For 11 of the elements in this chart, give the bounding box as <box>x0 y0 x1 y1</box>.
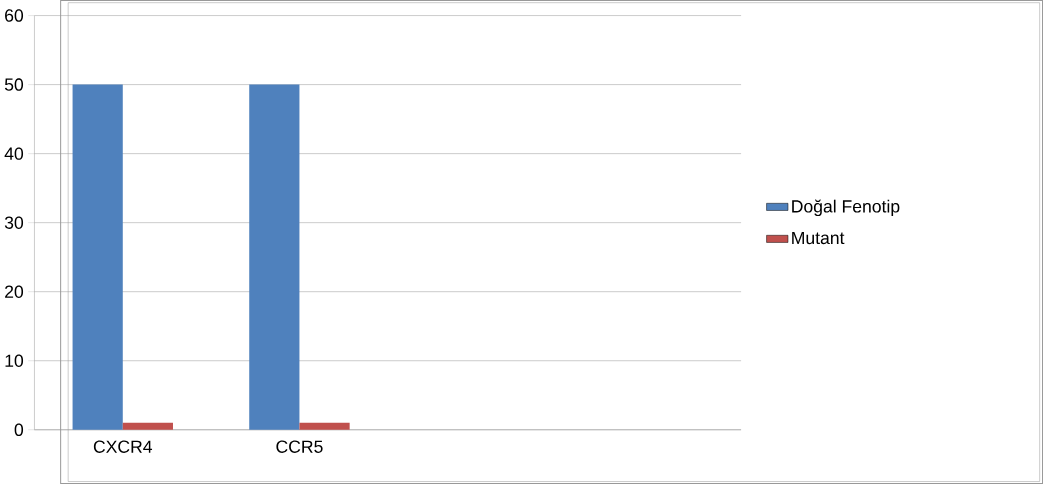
legend-label: Doğal Fenotip <box>792 199 900 217</box>
y-tick-label: 10 <box>5 354 24 367</box>
legend-label: Mutant <box>792 231 845 245</box>
y-tick-label: 20 <box>5 285 24 298</box>
y-tick-label: 0 <box>14 423 24 437</box>
y-tick-label: 60 <box>5 9 24 22</box>
y-tick-label: 30 <box>4 216 24 229</box>
x-tick-label: CXCR4 <box>93 440 153 453</box>
y-tick-label: 40 <box>4 147 24 160</box>
x-tick-label: CCR5 <box>276 440 323 453</box>
y-tick-label: 50 <box>4 78 24 91</box>
